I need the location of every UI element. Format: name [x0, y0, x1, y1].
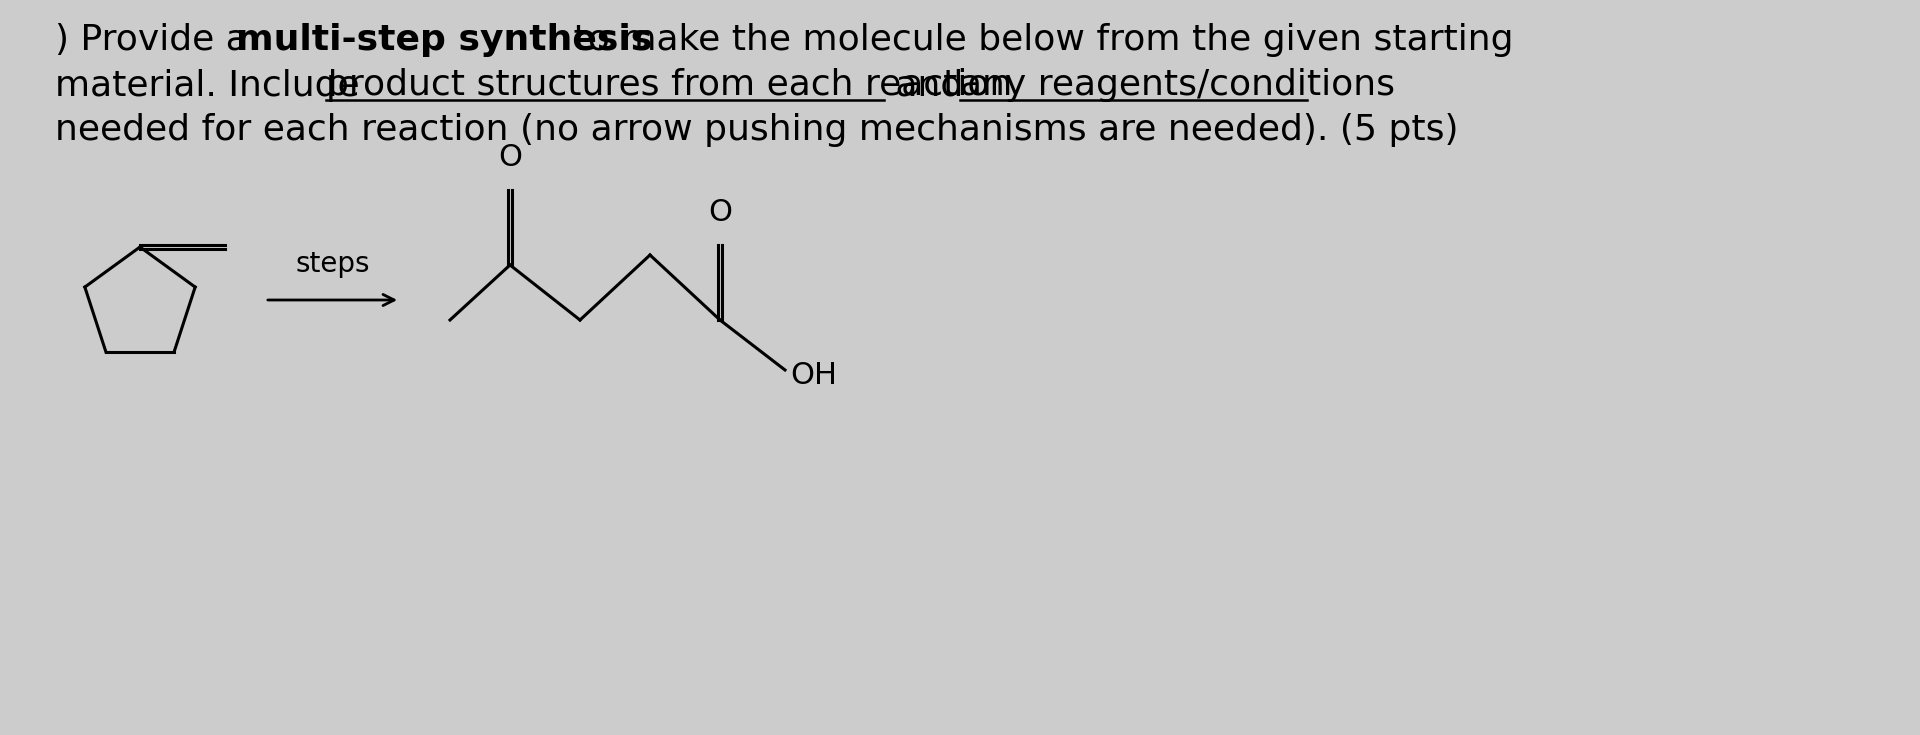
Text: product structures from each reaction: product structures from each reaction — [326, 68, 1014, 102]
Text: OH: OH — [789, 360, 837, 390]
Text: ) Provide a: ) Provide a — [56, 23, 259, 57]
Text: steps: steps — [296, 250, 371, 278]
Text: O: O — [497, 143, 522, 172]
Text: multi-step synthesis: multi-step synthesis — [236, 23, 653, 57]
Text: to make the molecule below from the given starting: to make the molecule below from the give… — [563, 23, 1513, 57]
Text: needed for each reaction (no arrow pushing mechanisms are needed). (5 pts): needed for each reaction (no arrow pushi… — [56, 113, 1459, 147]
Text: material. Include: material. Include — [56, 68, 371, 102]
Text: and: and — [885, 68, 975, 102]
Text: any reagents/conditions: any reagents/conditions — [960, 68, 1394, 102]
Text: O: O — [708, 198, 732, 227]
